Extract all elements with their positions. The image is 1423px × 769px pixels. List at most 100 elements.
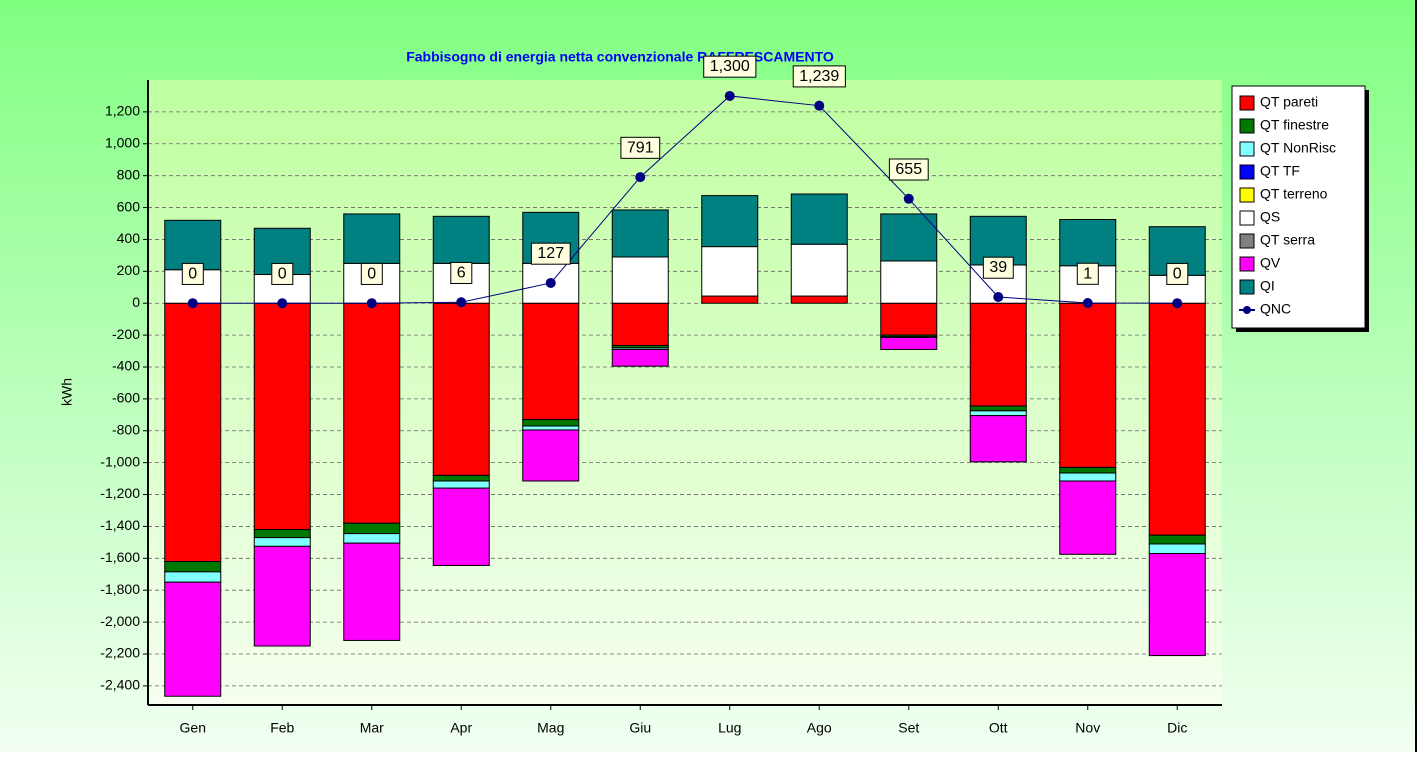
bar-segment xyxy=(1148,302,1206,536)
chart-title: Fabbisogno di energia netta convenzional… xyxy=(406,49,834,65)
x-tick-label: Ott xyxy=(989,720,1008,736)
legend-swatch xyxy=(1239,187,1255,203)
bar-segment xyxy=(969,302,1027,407)
data-label: 6 xyxy=(457,264,466,281)
bar-segment xyxy=(432,302,490,476)
bar-segment xyxy=(969,410,1027,417)
bar-segment xyxy=(432,474,490,482)
bar-segment xyxy=(432,215,490,264)
data-label-box xyxy=(450,261,473,284)
bar-segment xyxy=(611,209,669,258)
data-label: 0 xyxy=(278,265,287,282)
y-tick-label: -800 xyxy=(112,421,140,437)
line xyxy=(192,95,1178,304)
y-tick-label: 800 xyxy=(117,166,141,182)
bar-segment xyxy=(164,561,222,573)
data-label: 1,300 xyxy=(710,58,750,75)
y-tick-label: -1,400 xyxy=(100,517,140,533)
legend-swatch xyxy=(1239,141,1255,157)
bar-segment xyxy=(522,429,580,482)
bar-segment xyxy=(253,545,311,647)
y-tick-label: -2,200 xyxy=(100,645,140,661)
line-point xyxy=(635,172,646,183)
line-point xyxy=(993,291,1004,302)
bar-segment xyxy=(253,302,311,531)
x-tick-label: Lug xyxy=(718,720,741,736)
line-point xyxy=(545,277,556,288)
y-tick-label: -200 xyxy=(112,326,140,342)
x-tick-label: Apr xyxy=(450,720,472,736)
x-tick-label: Feb xyxy=(270,720,294,736)
legend-label: QT terreno xyxy=(1260,186,1328,202)
data-label-box xyxy=(360,262,383,285)
x-tick-label: Gen xyxy=(180,720,206,736)
bar-segment xyxy=(343,542,401,641)
bar-segment xyxy=(880,302,938,336)
y-tick-label: 1,200 xyxy=(105,103,140,119)
bar-segment xyxy=(880,336,938,350)
data-label: 1,239 xyxy=(799,68,839,85)
data-label: 0 xyxy=(1173,265,1182,282)
data-label-box xyxy=(530,242,571,265)
bar-segment xyxy=(1059,480,1117,555)
bar-segment xyxy=(880,213,938,262)
data-label: 1 xyxy=(1083,265,1092,282)
legend-swatch xyxy=(1239,256,1255,272)
bar-segment xyxy=(969,415,1027,463)
legend-label: QT TF xyxy=(1260,163,1300,179)
y-tick-label: 200 xyxy=(117,262,141,278)
y-tick-label: -1,200 xyxy=(100,485,140,501)
bar-segment xyxy=(611,256,669,304)
y-tick-label: -400 xyxy=(112,358,140,374)
y-axis-label: kWh xyxy=(59,378,75,406)
data-label: 39 xyxy=(989,259,1007,276)
bar-segment xyxy=(343,302,401,524)
bar-segment xyxy=(611,348,669,367)
legend-swatch xyxy=(1239,118,1255,134)
x-tick-label: Ago xyxy=(807,720,832,736)
data-label-box xyxy=(1076,262,1099,285)
bar-segment xyxy=(343,522,401,535)
bar-segment xyxy=(701,246,759,297)
y-tick-label: 400 xyxy=(117,230,141,246)
y-tick-label: -2,000 xyxy=(100,613,140,629)
data-label-box xyxy=(271,262,294,285)
legend-label: QT serra xyxy=(1260,232,1315,248)
bar-segment xyxy=(701,295,759,304)
line-point xyxy=(456,297,467,308)
data-label: 0 xyxy=(188,265,197,282)
legend-label: QS xyxy=(1260,209,1280,225)
data-label: 0 xyxy=(367,265,376,282)
line-point xyxy=(366,298,377,309)
line-point xyxy=(724,90,735,101)
bar-segment xyxy=(880,260,938,304)
y-tick-label: -2,400 xyxy=(100,677,140,693)
y-tick-label: 600 xyxy=(117,198,141,214)
x-tick-label: Mag xyxy=(537,720,564,736)
data-label-box xyxy=(181,262,204,285)
legend-swatch xyxy=(1239,210,1255,226)
legend-swatch xyxy=(1239,233,1255,249)
bar-segment xyxy=(522,302,580,421)
data-label-box xyxy=(703,55,757,78)
bar-segment xyxy=(1059,466,1117,474)
bar-segment xyxy=(432,480,490,489)
bar-segment xyxy=(611,302,669,346)
y-tick-label: 1,000 xyxy=(105,134,140,150)
data-label-box xyxy=(1166,262,1189,285)
bar-segment xyxy=(1059,472,1117,482)
x-tick-label: Nov xyxy=(1075,720,1100,736)
bar-segment xyxy=(522,419,580,427)
data-label-box xyxy=(888,158,929,181)
bar-segment xyxy=(1148,534,1206,545)
data-label: 791 xyxy=(627,139,654,156)
bar-segment xyxy=(1148,553,1206,657)
plot-area xyxy=(148,80,1222,705)
x-tick-label: Giu xyxy=(629,720,651,736)
bar-segment xyxy=(253,537,311,547)
x-tick-label: Dic xyxy=(1167,720,1187,736)
line-point xyxy=(1082,298,1093,309)
x-tick-label: Mar xyxy=(360,720,384,736)
x-tick-label: Set xyxy=(898,720,919,736)
